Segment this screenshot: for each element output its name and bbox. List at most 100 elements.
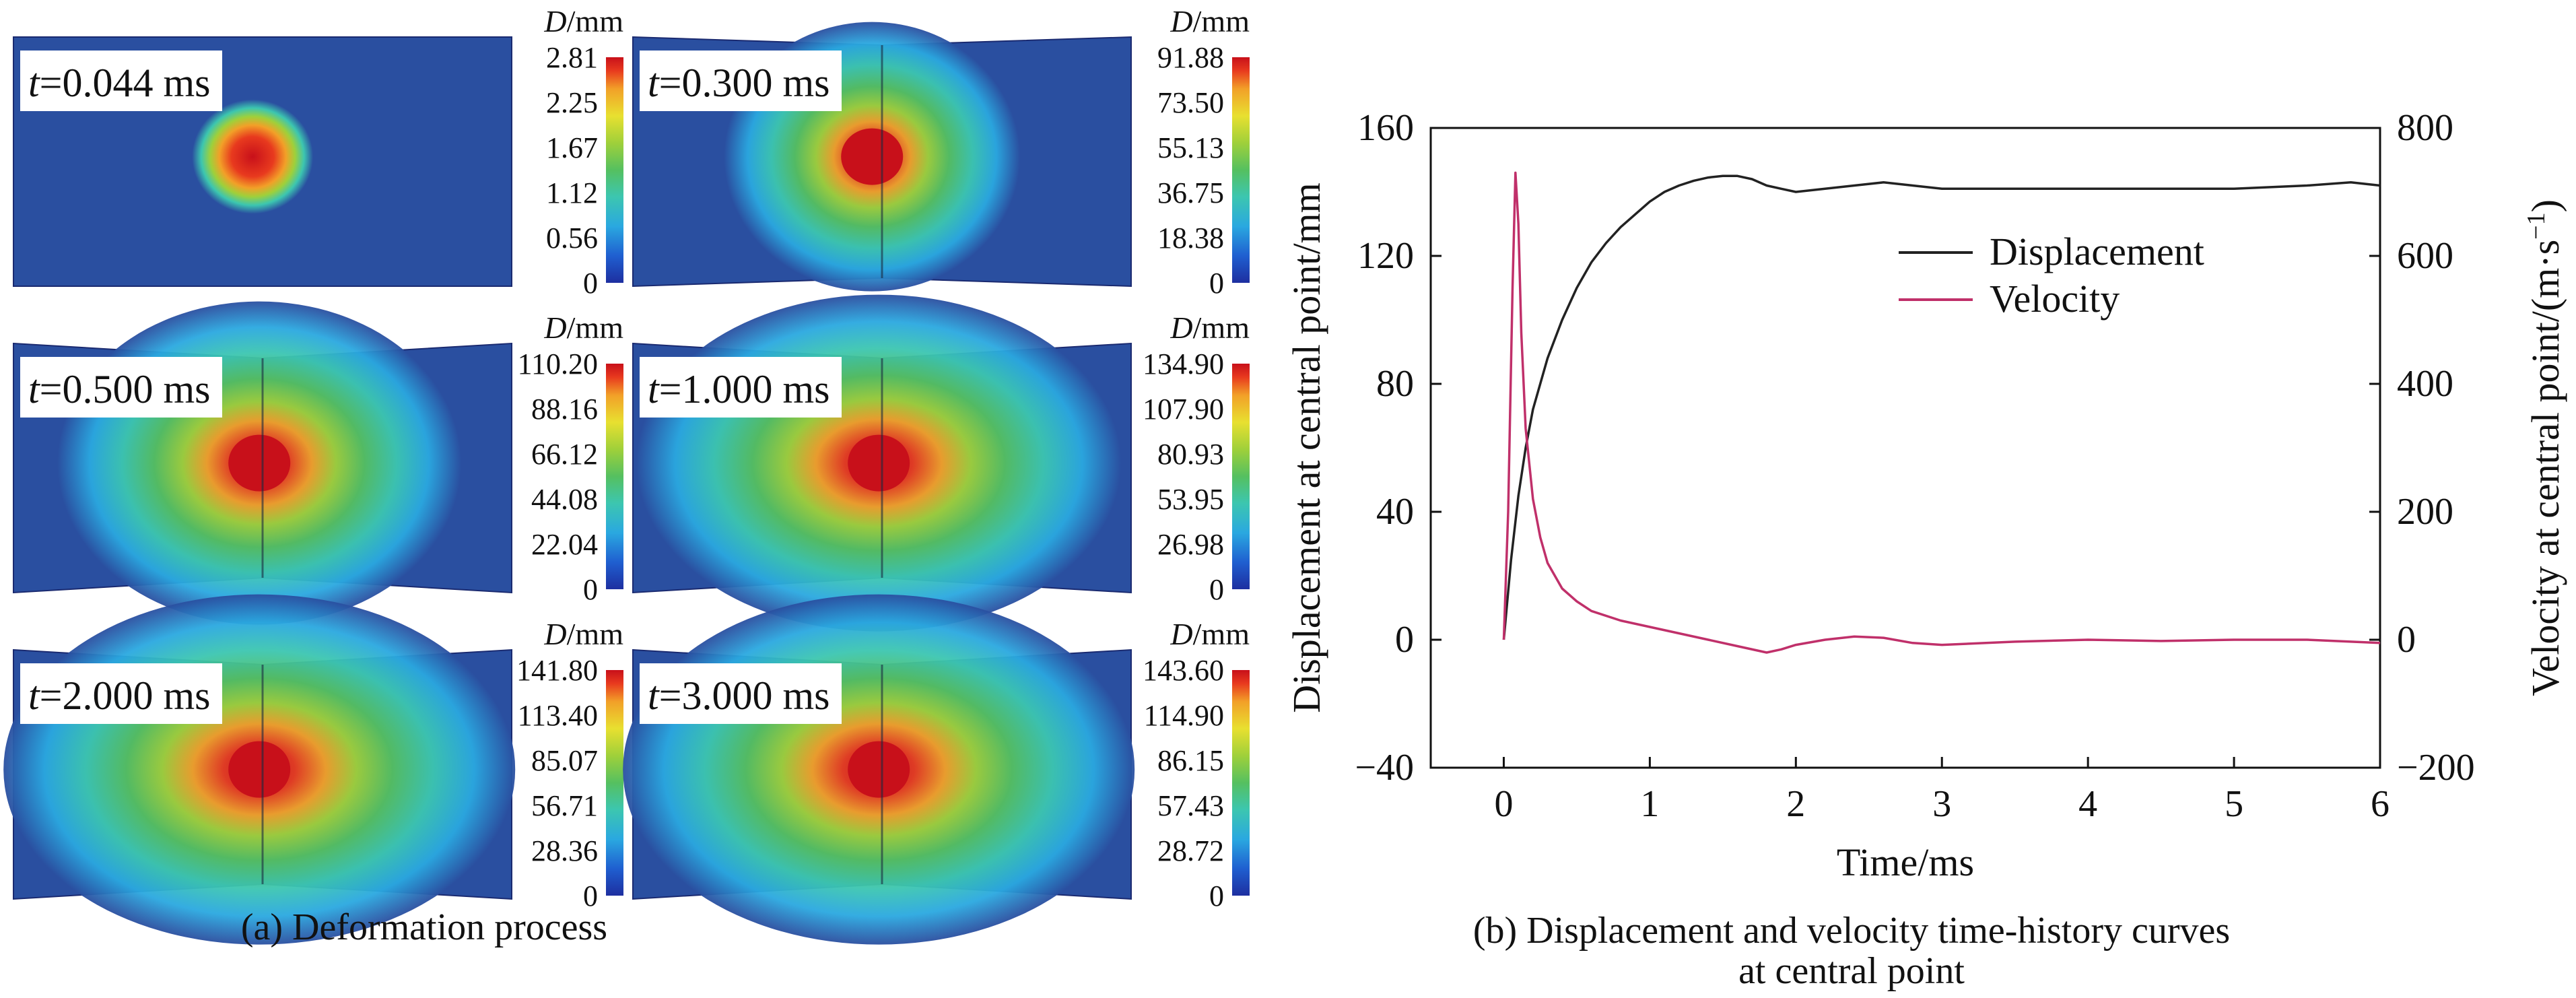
time-variable: t <box>648 61 660 105</box>
colorbar-tick-label: 141.80 <box>516 654 598 687</box>
colorbar-tick-label: 113.40 <box>518 699 598 732</box>
y-right-tick-label: 200 <box>2397 491 2453 533</box>
y-left-tick-label: 80 <box>1376 363 1414 405</box>
colorbar-variable: D <box>543 310 566 345</box>
colorbar-title: D/mm <box>543 4 623 38</box>
contour-blob <box>192 99 314 214</box>
colorbar-tick-label: 2.25 <box>546 86 598 119</box>
colorbar-tick-label: 134.90 <box>1143 347 1224 380</box>
x-tick-label: 5 <box>2225 783 2243 825</box>
contour-core <box>848 741 910 798</box>
colorbar-tick-label: 0 <box>583 573 598 606</box>
contour-core <box>228 434 291 492</box>
deformation-frame: t=0.044 ms D/mm2.81 2.25 1.67 1.12 0.56 0 <box>13 4 623 300</box>
contour-core <box>848 434 910 492</box>
colorbar-tick-label: 107.90 <box>1143 393 1224 426</box>
y-right-title-end: ) <box>2523 199 2567 212</box>
colorbar-unit: /mm <box>1193 4 1250 38</box>
x-tick-label: 3 <box>1932 783 1951 825</box>
contour-core <box>228 741 291 798</box>
colorbar-tick-label: 73.50 <box>1157 86 1224 119</box>
time-label: t=0.300 ms <box>648 61 830 105</box>
time-variable: t <box>28 367 40 411</box>
x-tick-label: 1 <box>1640 783 1659 825</box>
y-right-axis-title: Velocity at central point/(m·s−1) <box>2522 199 2567 696</box>
x-tick-label: 4 <box>2078 783 2097 825</box>
colorbar-tick-label: 143.60 <box>1143 654 1224 687</box>
colorbar <box>1232 364 1250 589</box>
plot-frame <box>1429 127 2381 769</box>
y-left-tick-label: −40 <box>1355 747 1414 789</box>
x-tick-label: 2 <box>1786 783 1805 825</box>
colorbar-tick-label: 1.12 <box>546 176 598 209</box>
colorbar-tick-label: 91.88 <box>1157 41 1224 74</box>
series-line-velocity <box>1502 171 2381 654</box>
time-label: t=0.500 ms <box>28 367 211 411</box>
colorbar <box>1232 670 1250 896</box>
time-value: =0.044 ms <box>40 61 211 105</box>
contour-core <box>841 128 904 185</box>
y-left-axis-title: Displacement at central point/mm <box>1285 182 1328 713</box>
colorbar-tick-label: 18.38 <box>1157 222 1224 255</box>
time-label: t=3.000 ms <box>648 673 830 718</box>
colorbar-variable: D <box>1170 617 1192 651</box>
colorbar-variable: D <box>1170 4 1192 38</box>
time-label-box <box>640 357 842 418</box>
time-label: t=2.000 ms <box>28 673 211 718</box>
colorbar-tick-label: 36.75 <box>1157 176 1224 209</box>
colorbar-tick-label: 110.20 <box>518 347 598 380</box>
colorbar-tick-label: 28.72 <box>1157 834 1224 867</box>
panel-b-caption-line1: (b) Displacement and velocity time-histo… <box>1473 910 2230 952</box>
panel-a-caption: (a) Deformation process <box>241 906 607 948</box>
y-right-tick-label: −200 <box>2397 747 2475 789</box>
colorbar-tick-label: 44.08 <box>531 483 598 516</box>
y-right-tick-label: 0 <box>2397 619 2416 661</box>
y-left-tick-label: 40 <box>1376 491 1414 533</box>
time-variable: t <box>648 673 660 718</box>
colorbar-unit: /mm <box>567 4 624 38</box>
colorbar-tick-label: 57.43 <box>1157 789 1224 822</box>
y-right-title-superscript: −1 <box>2522 212 2550 239</box>
time-value: =0.300 ms <box>659 61 830 105</box>
colorbar-tick-label: 28.36 <box>531 834 598 867</box>
colorbar-variable: D <box>1170 310 1192 345</box>
colorbar-tick-label: 66.12 <box>531 438 598 471</box>
panel-b-caption-line2: at central point <box>1738 950 1965 992</box>
colorbar <box>606 364 623 589</box>
colorbar <box>606 57 623 283</box>
colorbar-tick-label: 56.71 <box>531 789 598 822</box>
colorbar-title: D/mm <box>1170 310 1250 345</box>
y-right-tick-label: 400 <box>2397 363 2453 405</box>
y-left-tick-label: 160 <box>1357 107 1414 149</box>
deformation-panel: t=0.044 msD/mm2.812.251.671.120.560t=0.3… <box>3 4 1250 945</box>
colorbar-title: D/mm <box>543 617 623 651</box>
colorbar-title: D/mm <box>1170 4 1250 38</box>
colorbar-tick-label: 1.67 <box>546 131 598 164</box>
legend-label-velocity: Velocity <box>1990 277 2120 321</box>
colorbar-tick-label: 86.15 <box>1157 744 1224 777</box>
colorbar-title: D/mm <box>543 310 623 345</box>
y-left-tick-label: 0 <box>1395 619 1414 661</box>
time-value: =0.500 ms <box>40 367 211 411</box>
colorbar-title: D/mm <box>1170 617 1250 651</box>
x-tick-label: 0 <box>1494 783 1513 825</box>
time-variable: t <box>28 61 40 105</box>
colorbar-tick-label: 0 <box>583 267 598 300</box>
colorbar-tick-label: 0 <box>1209 879 1224 912</box>
time-label-box <box>640 51 842 111</box>
time-variable: t <box>28 673 40 718</box>
time-history-chart: 0 1 2 3 4 5 6 −40 0 40 80 120 160 −200 0 200 400 600 800 Ti… <box>1285 107 2567 884</box>
colorbar-unit: /mm <box>567 617 624 651</box>
time-value: =2.000 ms <box>40 673 211 718</box>
colorbar-tick-label: 2.81 <box>546 41 598 74</box>
colorbar <box>606 670 623 896</box>
x-axis-title: Time/ms <box>1837 840 1974 884</box>
time-label-box <box>20 357 222 418</box>
colorbar-unit: /mm <box>1193 617 1250 651</box>
time-variable: t <box>648 367 660 411</box>
colorbar-unit: /mm <box>1193 310 1250 345</box>
